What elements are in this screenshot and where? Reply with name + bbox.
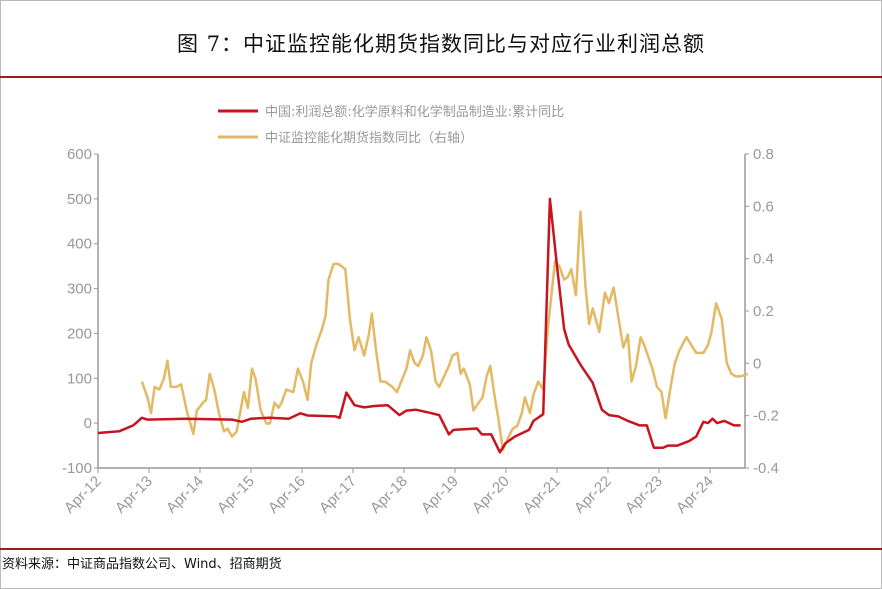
x-tick-label: Apr-12 — [61, 473, 105, 517]
legend-label: 中国:利润总额:化学原料和化学制品制造业:累计同比 — [265, 104, 564, 120]
right-tick-label: 0.8 — [753, 146, 774, 163]
x-tick-label: Apr-20 — [469, 473, 513, 517]
x-tick-label: Apr-23 — [622, 473, 666, 517]
left-tick-label: 100 — [67, 370, 92, 387]
right-tick-label: -0.4 — [753, 460, 779, 477]
left-tick-label: -100 — [62, 460, 92, 477]
x-tick-label: Apr-15 — [214, 473, 258, 517]
profit-series-line — [97, 197, 741, 454]
right-tick-label: 0.4 — [753, 251, 774, 268]
x-tick-label: Apr-21 — [520, 473, 564, 517]
right-tick-label: -0.2 — [753, 408, 779, 425]
left-tick-label: 200 — [67, 325, 92, 342]
source-rule — [0, 548, 882, 550]
right-tick-label: 0.2 — [753, 303, 774, 320]
title-rule — [0, 76, 882, 78]
x-tick-label: Apr-19 — [418, 473, 462, 517]
figure-title: 图 7：中证监控能化期货指数同比与对应行业利润总额 — [176, 32, 706, 56]
x-tick-label: Apr-22 — [571, 473, 615, 517]
x-tick-label: Apr-24 — [673, 473, 717, 517]
left-tick-label: 400 — [67, 236, 92, 253]
left-tick-label: 600 — [67, 146, 92, 163]
source-note: 资料来源：中证商品指数公司、Wind、招商期货 — [2, 557, 282, 572]
x-tick-label: Apr-16 — [265, 473, 309, 517]
x-tick-label: Apr-18 — [367, 473, 411, 517]
right-tick-label: 0 — [753, 355, 761, 372]
right-tick-label: 0.6 — [753, 198, 774, 215]
left-tick-label: 500 — [67, 191, 92, 208]
x-tick-label: Apr-13 — [112, 473, 156, 517]
x-tick-label: Apr-17 — [316, 473, 360, 517]
left-tick-label: 0 — [84, 415, 92, 432]
left-tick-label: 300 — [67, 281, 92, 298]
futures-index-series-line — [140, 210, 749, 451]
x-tick-label: Apr-14 — [163, 473, 207, 517]
legend-label: 中证监控能化期货指数同比（右轴） — [265, 130, 473, 146]
